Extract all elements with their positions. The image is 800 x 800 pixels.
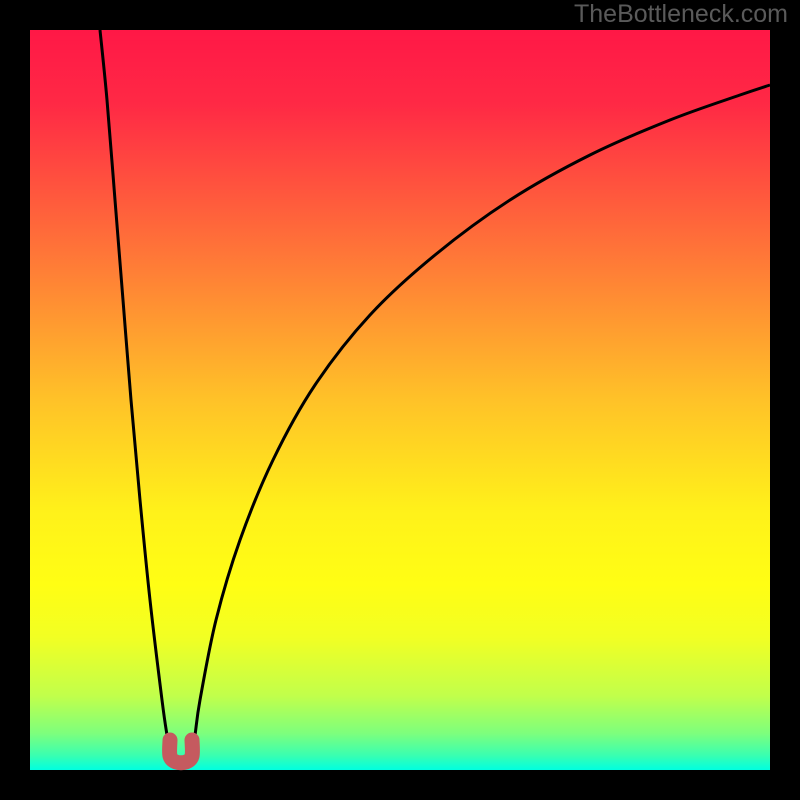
plot-gradient-background	[30, 30, 770, 770]
bottleneck-chart	[0, 0, 800, 800]
source-watermark: TheBottleneck.com	[574, 0, 788, 29]
chart-container: TheBottleneck.com	[0, 0, 800, 800]
